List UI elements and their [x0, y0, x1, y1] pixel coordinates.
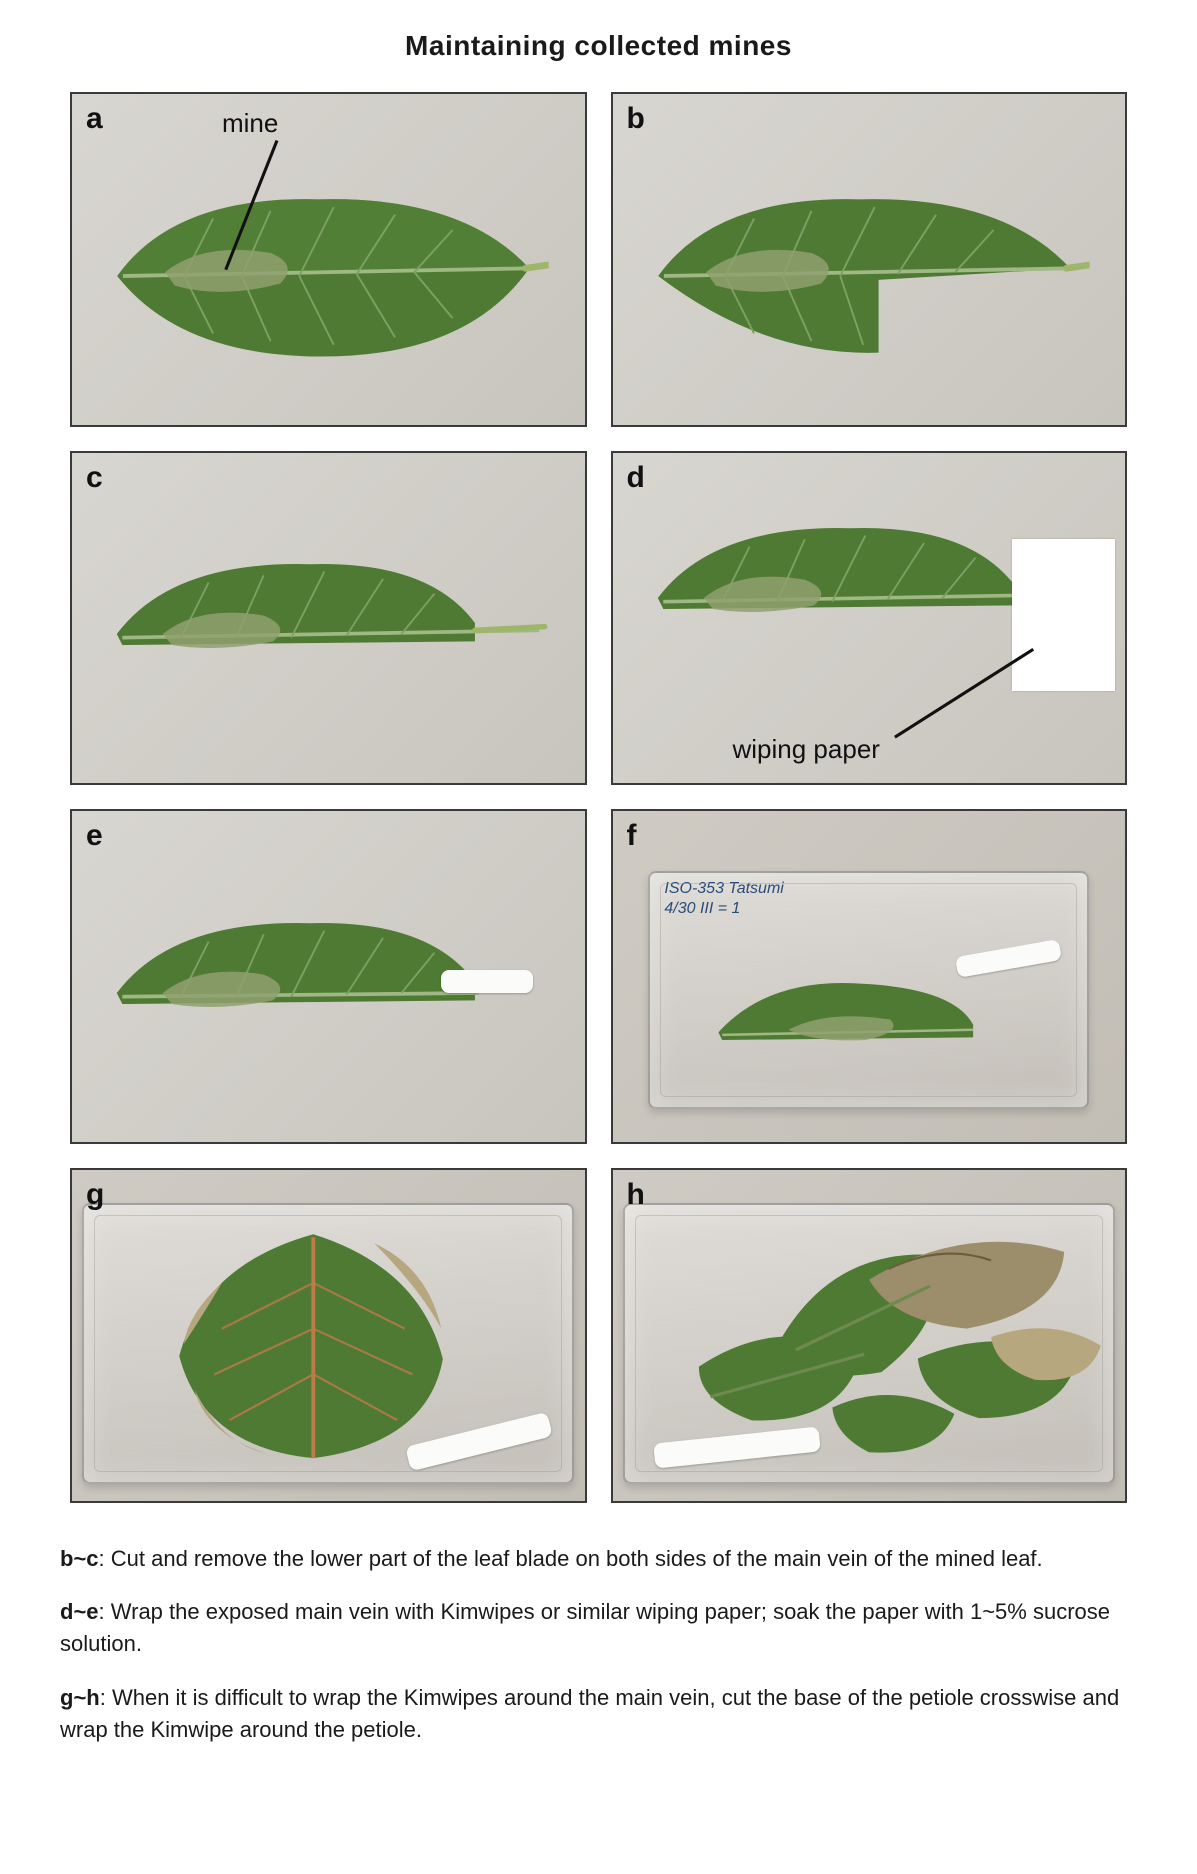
- panel-d: d wiping paper: [611, 451, 1128, 786]
- mine-callout-line: [72, 94, 585, 425]
- panel-f: f ISO-353 Tatsumi 4/30 III = 1: [611, 809, 1128, 1144]
- caption-gh: g~h: When it is difficult to wrap the Ki…: [60, 1682, 1137, 1746]
- kimwipe-f: [955, 939, 1062, 978]
- panel-a-label: a: [86, 102, 103, 136]
- tray-f: ISO-353 Tatsumi 4/30 III = 1: [648, 871, 1089, 1109]
- tray-h: [623, 1203, 1115, 1484]
- panel-e: e: [70, 809, 587, 1144]
- kimwipe-e: [441, 970, 533, 993]
- panel-e-label: e: [86, 819, 103, 853]
- caption-gh-text: : When it is difficult to wrap the Kimwi…: [60, 1685, 1119, 1742]
- leaf-g: [123, 1222, 504, 1466]
- leaf-b: [648, 180, 1089, 372]
- tray-writing-line1: ISO-353 Tatsumi: [664, 880, 783, 897]
- leaf-e: [108, 908, 549, 1078]
- tray-writing-line2: 4/30 III = 1: [664, 900, 740, 917]
- panel-d-label: d: [627, 461, 645, 495]
- panel-h-label: h: [627, 1178, 645, 1212]
- caption-block: b~c: Cut and remove the lower part of th…: [60, 1543, 1137, 1746]
- caption-de-text: : Wrap the exposed main vein with Kimwip…: [60, 1599, 1110, 1656]
- caption-bc-text: : Cut and remove the lower part of the l…: [99, 1546, 1043, 1571]
- figure-grid: a mine: [70, 92, 1127, 1503]
- panel-b: b: [611, 92, 1128, 427]
- panel-g: g: [70, 1168, 587, 1503]
- panel-f-label: f: [627, 819, 637, 853]
- kimwipe-h: [653, 1426, 821, 1468]
- panel-c: c: [70, 451, 587, 786]
- panel-c-label: c: [86, 461, 103, 495]
- tray-g: [82, 1203, 574, 1484]
- mine-callout-text: mine: [222, 108, 278, 139]
- wiping-paper-callout-text: wiping paper: [733, 734, 880, 765]
- panel-a: a mine: [70, 92, 587, 427]
- tray-writing: ISO-353 Tatsumi 4/30 III = 1: [664, 879, 783, 919]
- leaf-c: [108, 550, 549, 720]
- leaf-f: [712, 961, 1018, 1088]
- panel-g-label: g: [86, 1178, 104, 1212]
- panel-b-label: b: [627, 102, 645, 136]
- caption-bc-label: b~c: [60, 1546, 99, 1571]
- panel-h: h: [611, 1168, 1128, 1503]
- kimwipe-g: [406, 1412, 554, 1472]
- page: Maintaining collected mines a mine: [0, 0, 1197, 1828]
- caption-de: d~e: Wrap the exposed main vein with Kim…: [60, 1596, 1137, 1660]
- caption-gh-label: g~h: [60, 1685, 100, 1710]
- caption-bc: b~c: Cut and remove the lower part of th…: [60, 1543, 1137, 1575]
- leaves-h: [625, 1205, 1113, 1482]
- caption-de-label: d~e: [60, 1599, 99, 1624]
- page-title: Maintaining collected mines: [40, 30, 1157, 62]
